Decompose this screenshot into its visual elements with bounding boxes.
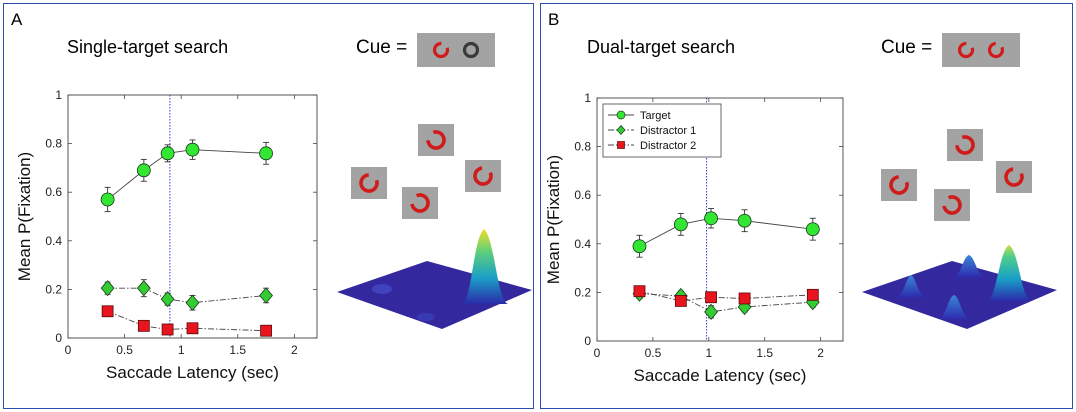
- stimulus-item: [947, 129, 983, 161]
- stimulus-item: [996, 161, 1032, 193]
- cue-display: [417, 33, 495, 67]
- data-point: [185, 294, 200, 311]
- x-tick-label: 1.5: [756, 346, 773, 360]
- data-point: [136, 280, 151, 297]
- data-point: [705, 291, 717, 304]
- panel-letter: B: [548, 10, 560, 29]
- x-tick-label: 0: [594, 346, 601, 360]
- legend-marker: [617, 141, 625, 149]
- legend-marker: [616, 110, 626, 120]
- red-ring-icon: [957, 41, 975, 59]
- x-axis-label: Saccade Latency (sec): [106, 363, 279, 382]
- red-ring-icon: [987, 41, 1005, 59]
- red-broken-ring-icon: [955, 135, 975, 155]
- data-point: [160, 146, 175, 161]
- x-tick-label: 2: [291, 343, 298, 357]
- stimulus-item: [465, 160, 501, 192]
- x-axis-label: Saccade Latency (sec): [634, 366, 807, 385]
- data-point: [137, 319, 150, 332]
- panel-letter: A: [11, 10, 23, 29]
- x-tick-label: 0.5: [645, 346, 662, 360]
- stimulus-item: [351, 167, 387, 199]
- fixation-density-surface: [862, 245, 1057, 329]
- x-tick-label: 1: [705, 346, 712, 360]
- cue-label: Cue =: [881, 37, 933, 58]
- data-point: [673, 217, 688, 232]
- data-point: [160, 291, 175, 308]
- data-point: [738, 292, 751, 305]
- data-point: [185, 142, 200, 157]
- y-axis-label: Mean P(Fixation): [544, 155, 563, 284]
- cue-label: Cue =: [356, 37, 408, 58]
- y-tick-label: 0.6: [574, 188, 591, 202]
- data-point: [704, 211, 718, 226]
- panel-title: Single-target search: [67, 37, 229, 57]
- red-broken-ring-icon: [889, 175, 909, 195]
- data-point: [186, 322, 199, 335]
- x-tick-label: 2: [817, 346, 824, 360]
- data-point: [259, 287, 273, 304]
- y-tick-label: 0.2: [45, 282, 62, 296]
- y-tick-label: 1: [584, 91, 591, 105]
- x-tick-label: 1: [178, 343, 185, 357]
- chart-dual-target: 0 0.5 1 1.5 2 0 0.2 0.4 0.6 0.8 1 Saccade Latency (…: [544, 91, 844, 385]
- data-point: [259, 146, 273, 161]
- dark-ring-icon: [462, 41, 480, 59]
- legend-label: Target: [640, 110, 671, 122]
- data-point: [674, 295, 687, 307]
- panel-b: B Dual-target search Cue =: [540, 3, 1073, 409]
- red-broken-ring-icon: [942, 195, 962, 215]
- panel-a: A Single-target search Cue =: [3, 3, 534, 409]
- data-point: [805, 222, 820, 237]
- y-tick-label: 0.2: [574, 285, 591, 299]
- fixation-density-surface: [337, 229, 532, 329]
- panel-title: Dual-target search: [587, 37, 736, 57]
- legend-marker: [616, 124, 626, 136]
- y-tick-label: 0: [584, 334, 591, 348]
- red-broken-ring-icon: [410, 193, 430, 213]
- legend-label: Distractor 2: [640, 140, 696, 152]
- stimulus-item: [934, 189, 970, 221]
- data-point: [737, 213, 752, 228]
- data-point: [100, 280, 115, 297]
- stimulus-item: [418, 124, 454, 156]
- y-axis-label: Mean P(Fixation): [15, 152, 34, 281]
- y-tick-label: 0.4: [45, 234, 62, 248]
- x-tick-label: 0: [65, 343, 72, 357]
- y-tick-label: 1: [55, 88, 62, 102]
- data-point: [632, 239, 647, 254]
- x-tick-label: 1.5: [229, 343, 246, 357]
- stimulus-item: [402, 187, 438, 219]
- red-broken-ring-icon: [359, 173, 379, 193]
- y-tick-label: 0: [55, 331, 62, 345]
- y-tick-label: 0.8: [45, 137, 62, 151]
- y-tick-label: 0.8: [574, 140, 591, 154]
- red-broken-ring-icon: [1004, 167, 1024, 187]
- data-point: [704, 303, 718, 320]
- data-point: [633, 285, 646, 298]
- data-point: [136, 163, 151, 178]
- y-tick-label: 0.6: [45, 185, 62, 199]
- cue-display: [942, 33, 1020, 67]
- red-broken-ring-icon: [473, 166, 493, 186]
- y-tick-label: 0.4: [574, 237, 591, 251]
- chart-single-target: 0 0.5 1 1.5 2 0 0.2 0.4 0.6 0.8 1 Saccade Latency (…: [15, 88, 318, 382]
- red-broken-ring-icon: [426, 130, 446, 150]
- data-point: [100, 192, 115, 207]
- series-line: [639, 293, 813, 313]
- data-point: [260, 324, 272, 337]
- legend-label: Distractor 1: [640, 125, 696, 137]
- red-ring-icon: [432, 41, 450, 59]
- data-point: [806, 288, 819, 301]
- stimulus-item: [881, 169, 917, 201]
- data-point: [101, 305, 114, 318]
- x-tick-label: 0.5: [116, 343, 133, 357]
- data-point: [161, 323, 174, 336]
